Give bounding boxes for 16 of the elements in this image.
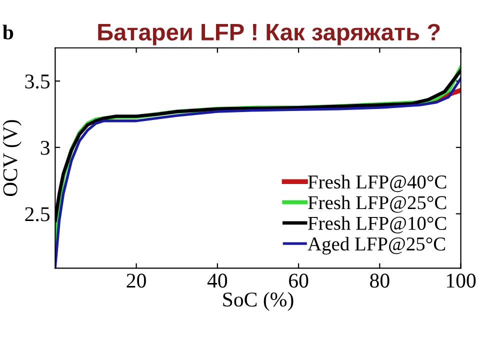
x-tick-label: 20 (126, 274, 146, 288)
y-tick-label: 3.5 (25, 74, 50, 89)
x-axis-title: SoC (%) (223, 292, 294, 311)
x-tick-label: 40 (207, 274, 228, 288)
x-tick-label: 80 (370, 274, 390, 288)
legend-label: Aged LFP@25°C (308, 236, 446, 255)
legend-label: Fresh LFP@10°C (308, 216, 446, 234)
x-tick-label: 60 (289, 274, 308, 288)
x-tick-label: 100 (447, 274, 476, 288)
legend-label: Fresh LFP@40°C (308, 174, 446, 192)
chart-title: Батареи LFP ! Как заряжать ? (98, 24, 440, 46)
legend-label: Fresh LFP@25°C (308, 196, 446, 213)
y-tick-label: 2.5 (25, 207, 50, 222)
y-tick-label: 3 (40, 140, 50, 155)
text: b (2, 24, 14, 40)
y-axis-title: OCV (V) (2, 120, 22, 196)
